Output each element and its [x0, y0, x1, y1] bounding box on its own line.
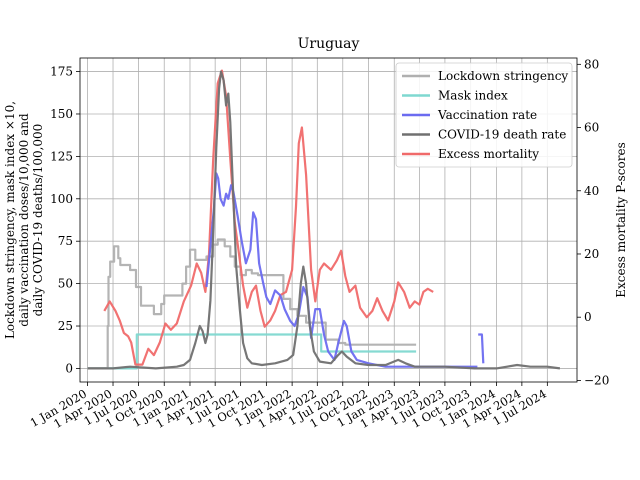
- plot-frame: [79, 57, 578, 383]
- right-tick-label: 80: [584, 57, 599, 71]
- series-line-vaccination-rate: [205, 172, 478, 368]
- left-tick-label: 100: [50, 192, 73, 206]
- left-y-axis: 0 25 50 75 100 125 150 175: [50, 65, 80, 375]
- left-tick-label: 175: [50, 65, 73, 79]
- right-tick-label: 60: [584, 121, 599, 135]
- series-line-vaccination-rate: [478, 333, 485, 364]
- chart-title: Uruguay: [298, 36, 360, 52]
- left-tick-label: 150: [50, 107, 73, 121]
- right-y-axis: −20 0 20 40 60 80: [577, 57, 609, 387]
- left-tick-label: 50: [58, 277, 73, 291]
- legend-label: COVID-19 death rate: [438, 128, 566, 142]
- legend-box: [395, 62, 573, 168]
- right-y-axis-label: Excess mortality P-scores: [614, 142, 628, 297]
- left-tick-label: 75: [58, 234, 73, 248]
- grid: [80, 58, 577, 382]
- legend-label: Mask index: [438, 89, 508, 103]
- left-tick-label: 0: [65, 361, 73, 375]
- legend-label: Lockdown stringency: [438, 69, 568, 83]
- series-line-excess-mortality: [103, 69, 434, 366]
- left-y-axis-label-line-2: daily vaccination doses/10,000 and: [17, 113, 31, 327]
- left-tick-label: 125: [50, 149, 73, 163]
- series-layer: [87, 69, 561, 370]
- right-tick-label: 0: [584, 310, 592, 324]
- right-tick-label: −20: [584, 373, 609, 387]
- left-y-axis-label-line-3: daily COVID-19 deaths/100,000: [31, 124, 45, 317]
- series-line-covid-19-death-rate: [87, 70, 561, 370]
- left-y-axis-label-line-1: Lockdown stringency, mask index ×10,: [3, 101, 17, 339]
- right-tick-label: 40: [584, 184, 599, 198]
- legend-label: Vaccination rate: [437, 108, 537, 122]
- right-tick-label: 20: [584, 247, 599, 261]
- legend-label: Excess mortality: [438, 147, 539, 161]
- series-line-lockdown-stringency: [87, 238, 417, 370]
- left-tick-label: 25: [58, 319, 73, 333]
- legend: Lockdown stringency Mask index Vaccination…: [395, 62, 573, 168]
